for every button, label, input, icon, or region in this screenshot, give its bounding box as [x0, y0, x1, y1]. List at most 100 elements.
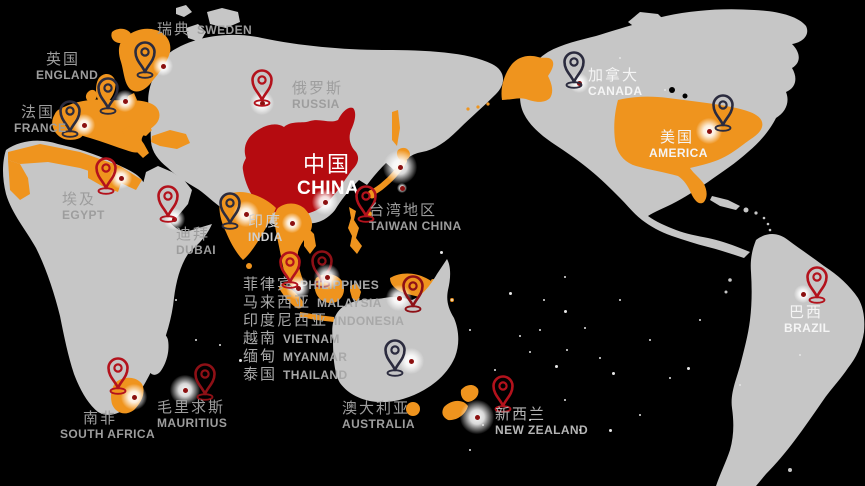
glow-tokyo — [397, 183, 407, 193]
glow-mauritius — [170, 375, 200, 405]
glow-south-africa — [121, 384, 147, 410]
label-china: 中国 CHINA — [297, 152, 360, 199]
ocean-island-dot — [469, 449, 471, 451]
ocean-island-dot — [669, 377, 671, 379]
label-zh-america: 美国 — [659, 129, 694, 146]
ocean-island-dot — [619, 57, 621, 59]
label-en-india: INDIA — [248, 229, 283, 244]
region-south-america — [716, 234, 865, 486]
ocean-island-dot — [494, 369, 496, 371]
label-dubai: 迪拜 DUBAI — [176, 226, 216, 257]
label-australia: 澳大利亚 AUSTRALIA — [342, 400, 415, 431]
pin-malaysia[interactable] — [273, 248, 307, 292]
ocean-island-dot — [519, 335, 521, 337]
label-canada: 加拿大 CANADA — [588, 67, 643, 98]
label-america: 美国 AMERICA — [649, 129, 707, 160]
label-en-new-zealand: NEW ZEALAND — [495, 422, 589, 437]
label-new-zealand: 新西兰 NEW ZEALAND — [495, 406, 589, 437]
label-en-egypt: EGYPT — [62, 207, 105, 222]
pin-south-africa[interactable] — [101, 354, 135, 398]
label-india: 印度 INDIA — [248, 213, 283, 244]
ocean-island-dot — [566, 349, 568, 351]
pin-canada[interactable] — [557, 48, 591, 92]
ocean-island-dot — [564, 399, 566, 401]
ocean-island-dot — [639, 414, 641, 416]
label-en-indonesia: INDONESIA — [334, 314, 405, 328]
label-zh-russia: 俄罗斯 — [292, 80, 344, 97]
label-taiwan-china: 台湾地区 TAIWAN CHINA — [369, 202, 462, 233]
label-en-taiwan-china: TAIWAN CHINA — [369, 218, 462, 233]
label-zh-thailand: 泰国 — [243, 366, 278, 383]
label-france: 法国 FRANCE — [14, 104, 66, 135]
pin-brazil[interactable] — [800, 263, 834, 307]
label-zh-france: 法国 — [20, 104, 55, 121]
ocean-island-dot — [195, 339, 197, 341]
label-en-south-africa: SOUTH AFRICA — [60, 426, 156, 441]
ocean-island-dot — [649, 339, 651, 341]
ocean-island-dot — [451, 299, 453, 301]
label-zh-philippines: 菲律宾 — [243, 276, 295, 293]
label-zh-egypt: 埃及 — [62, 191, 97, 208]
label-zh-australia: 澳大利亚 — [342, 400, 411, 417]
pin-new-zealand[interactable] — [486, 372, 520, 416]
glow-sweden — [153, 56, 173, 76]
label-en-thailand: THAILAND — [283, 368, 348, 382]
pin-india[interactable] — [213, 189, 247, 233]
label-en-canada: CANADA — [588, 83, 643, 98]
label-myanmar: 缅甸 MYANMAR — [243, 348, 347, 366]
glow-china — [312, 189, 338, 215]
pin-australia[interactable] — [378, 336, 412, 380]
ocean-island-dot — [529, 351, 531, 353]
pin-russia[interactable] — [245, 66, 279, 110]
label-egypt: 埃及 EGYPT — [62, 191, 105, 222]
label-en-china: CHINA — [297, 177, 360, 199]
label-zh-south-africa: 南非 — [82, 410, 117, 427]
ocean-island-dot — [529, 419, 531, 421]
label-en-australia: AUSTRALIA — [342, 416, 415, 431]
glow-england — [114, 90, 136, 112]
pin-taiwan-china[interactable] — [349, 182, 383, 226]
pin-mauritius[interactable] — [188, 360, 222, 404]
pin-egypt[interactable] — [89, 154, 123, 198]
label-zh-sweden: 瑞典 — [157, 21, 192, 38]
region-usa — [466, 55, 763, 204]
glow-new-zealand — [460, 400, 494, 434]
pin-sweden[interactable] — [128, 38, 162, 82]
ocean-island-dot — [539, 329, 541, 331]
label-en-mauritius: MAURITIUS — [157, 415, 228, 430]
pin-france[interactable] — [53, 97, 87, 141]
glow-france — [73, 114, 95, 136]
ocean-island-dot — [599, 357, 601, 359]
ocean-island-dot — [579, 429, 581, 431]
label-zh-china: 中国 — [302, 152, 351, 177]
label-zh-myanmar: 缅甸 — [243, 348, 278, 365]
label-england: 英国 ENGLAND — [36, 51, 98, 82]
label-en-dubai: DUBAI — [176, 242, 216, 257]
label-vietnam: 越南 VIETNAM — [243, 330, 340, 348]
label-sweden: 瑞典 SWEDEN — [157, 21, 252, 39]
pin-dubai[interactable] — [151, 182, 185, 226]
label-zh-mauritius: 毛里求斯 — [157, 399, 226, 416]
label-thailand: 泰国 THAILAND — [243, 366, 348, 384]
label-en-vietnam: VIETNAM — [283, 332, 340, 346]
ocean-island-dot — [611, 371, 615, 375]
label-mauritius: 毛里求斯 MAURITIUS — [157, 399, 228, 430]
label-zh-canada: 加拿大 — [588, 67, 640, 84]
label-russia: 俄罗斯 RUSSIA — [292, 80, 344, 111]
ocean-island-dot — [699, 319, 701, 321]
label-en-philippines: PHILIPPINES — [300, 278, 380, 292]
pin-papua-new-guinea[interactable] — [396, 272, 430, 316]
label-zh-new-zealand: 新西兰 — [495, 406, 547, 423]
ocean-island-dot — [564, 276, 566, 278]
ocean-island-dot — [469, 329, 471, 331]
ocean-island-dot — [439, 250, 443, 254]
label-zh-malaysia: 马来西亚 — [243, 294, 312, 311]
pin-america[interactable] — [706, 91, 740, 135]
pin-england[interactable] — [91, 74, 125, 118]
label-zh-vietnam: 越南 — [243, 330, 278, 347]
label-malaysia: 马来西亚 MALAYSIA — [243, 294, 382, 312]
label-zh-indonesia: 印度尼西亚 — [243, 312, 329, 329]
label-philippines: 菲律宾 PHILIPPINES — [243, 276, 380, 294]
